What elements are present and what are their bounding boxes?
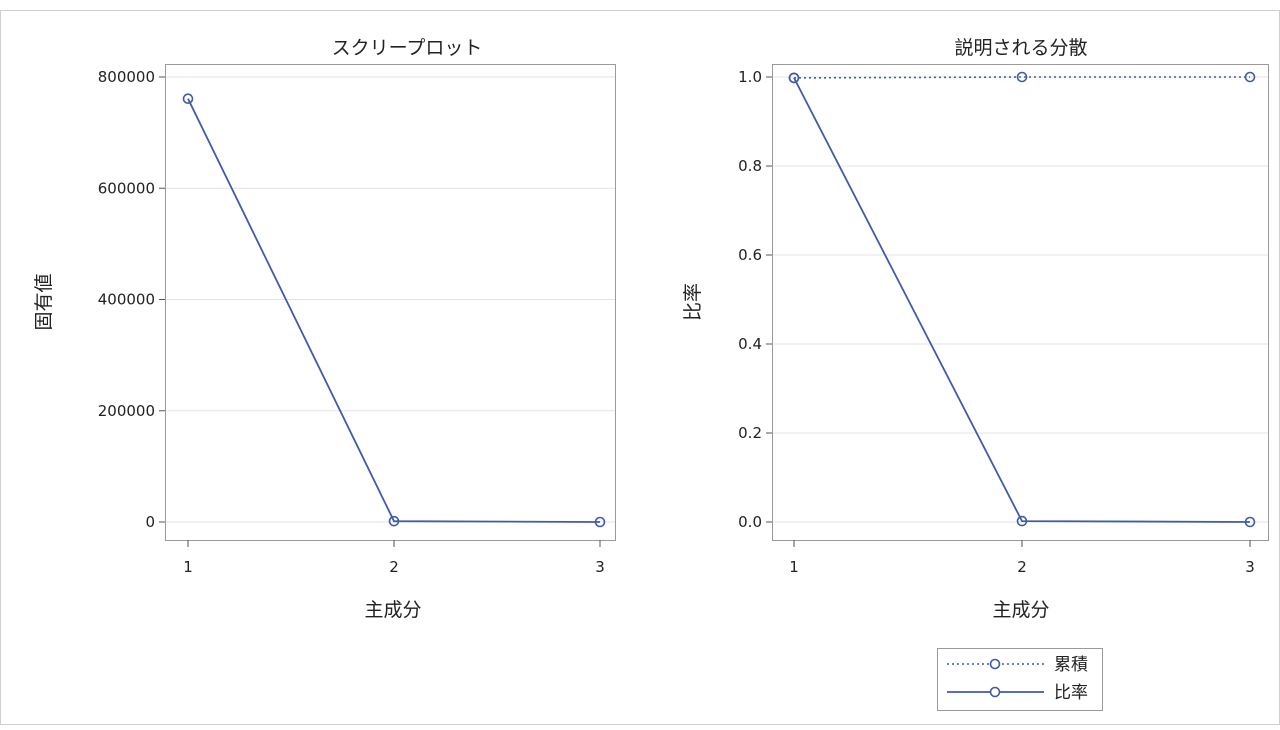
explained-variance-x-label: 主成分 (992, 599, 1049, 621)
scree-plot-series (182, 93, 606, 528)
variance-series-0-point (1016, 71, 1028, 83)
legend-item-cumulative: 累積 (947, 655, 1088, 675)
explained-variance-series (788, 71, 1256, 528)
variance-series-1-point (1016, 515, 1028, 527)
y-tick-label: 200000 (98, 402, 155, 420)
explained-variance-y-ticks: 0.0 0.2 0.4 0.6 0.8 1.0 (738, 68, 772, 531)
scree-series-0-point (388, 515, 400, 527)
explained-variance-panel: 説明される分散 0.0 0.2 0.4 0.6 0.8 1.0 1 2 3 主成分 比率 (682, 37, 1269, 621)
y-tick-label: 0.4 (738, 335, 762, 353)
explained-variance-x-ticks: 1 2 3 (789, 540, 1255, 576)
scree-plot-x-label: 主成分 (364, 599, 421, 621)
variance-series-0-line (793, 76, 1250, 79)
scree-plot-title: スクリープロット (332, 37, 483, 59)
figure-border (0, 10, 1280, 725)
explained-variance-title: 説明される分散 (954, 37, 1087, 59)
y-tick-label: 400000 (98, 291, 155, 309)
y-tick-label: 0.0 (738, 513, 762, 531)
legend-ratio-marker (989, 686, 1001, 698)
y-tick-label: 0.8 (738, 157, 762, 175)
legend-ratio-label: 比率 (1054, 683, 1088, 703)
variance-series-1-point (1244, 516, 1256, 528)
y-tick-label: 0 (145, 513, 155, 531)
legend-cumulative-label: 累積 (1054, 655, 1088, 675)
legend-item-ratio: 比率 (947, 683, 1088, 703)
x-tick-label: 3 (595, 558, 605, 576)
variance-series-1-line (793, 77, 1251, 523)
x-tick-label: 2 (389, 558, 399, 576)
x-tick-label: 2 (1017, 558, 1027, 576)
x-tick-label: 3 (1245, 558, 1255, 576)
scree-series-0-point (182, 93, 194, 104)
scree-plot-panel: スクリープロット 0 200000 400000 600000 800000 1 2 3 主… (33, 37, 616, 621)
explained-variance-gridlines (773, 76, 1268, 523)
legend: 累積 比率 (937, 648, 1103, 711)
y-tick-label: 600000 (98, 179, 155, 197)
x-tick-label: 1 (183, 558, 193, 576)
legend-box (937, 648, 1103, 711)
y-tick-label: 1.0 (738, 68, 762, 86)
legend-cumulative-marker (989, 658, 1001, 670)
explained-variance-y-label: 比率 (682, 283, 704, 321)
variance-series-0-point (1244, 71, 1256, 83)
variance-series-1-point (788, 72, 800, 84)
scree-series-0-line (187, 98, 601, 523)
scree-series-0-point (594, 516, 606, 528)
y-tick-label: 0.2 (738, 424, 762, 442)
x-tick-label: 1 (789, 558, 799, 576)
scree-plot-y-label: 固有値 (33, 273, 55, 330)
scree-plot-frame (165, 64, 616, 541)
scree-plot-gridlines (166, 76, 615, 523)
scree-plot-x-ticks: 1 2 3 (183, 540, 605, 576)
y-tick-label: 0.6 (738, 246, 762, 264)
y-tick-label: 800000 (98, 68, 155, 86)
scree-plot-y-ticks: 0 200000 400000 600000 800000 (98, 68, 165, 531)
explained-variance-frame (772, 64, 1269, 541)
